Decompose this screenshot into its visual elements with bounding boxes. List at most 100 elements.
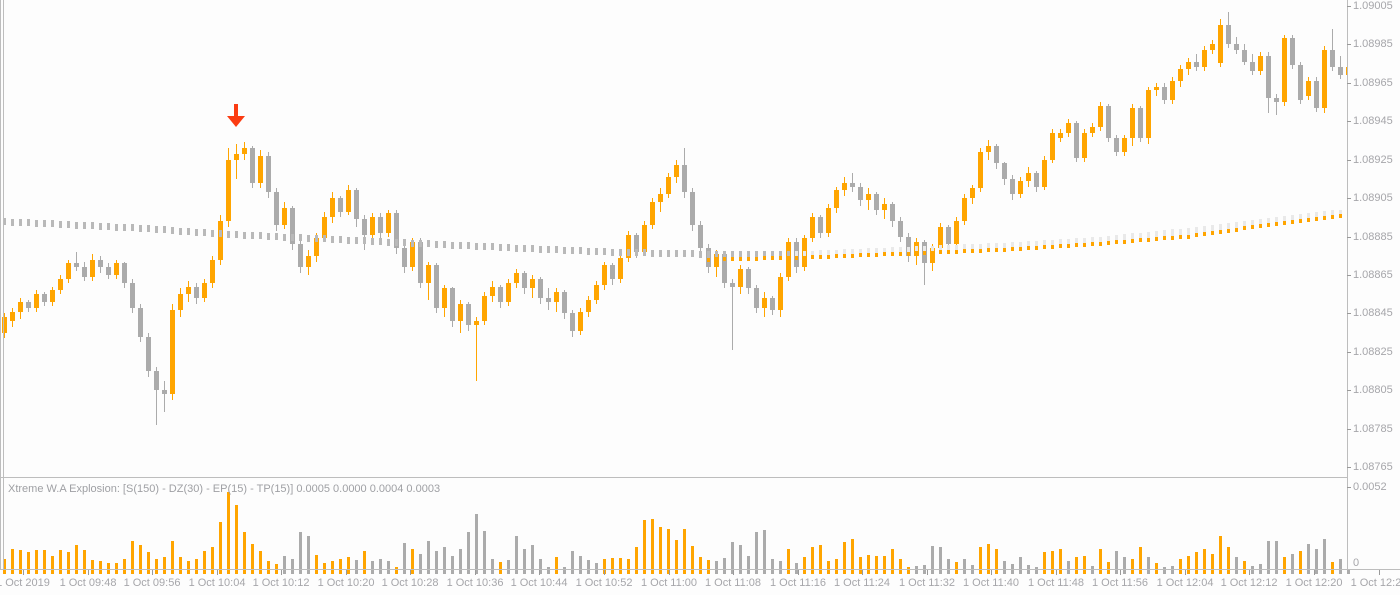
ma-gray-dash bbox=[1251, 220, 1254, 227]
ma-gray-dash bbox=[555, 246, 558, 253]
histogram-bar-tick bbox=[1187, 570, 1190, 574]
candle-body bbox=[458, 304, 463, 321]
histogram-bar bbox=[411, 549, 414, 569]
time-tick bbox=[410, 570, 411, 575]
histogram-bar bbox=[651, 519, 654, 569]
histogram-bar bbox=[291, 559, 294, 569]
indicator-scale-tick bbox=[1347, 487, 1351, 488]
ma-orange-dash bbox=[1131, 239, 1134, 243]
histogram-bar-tick bbox=[635, 570, 638, 574]
price-tick bbox=[1347, 275, 1351, 276]
candle-body bbox=[1186, 62, 1191, 69]
ma-orange-dash bbox=[1099, 242, 1102, 246]
histogram-bar bbox=[67, 552, 70, 569]
candle-body bbox=[194, 287, 199, 298]
time-label: 1 Oct 12:28 bbox=[1350, 577, 1400, 589]
ma-orange-dash bbox=[979, 249, 982, 253]
ma-gray-dash bbox=[91, 222, 94, 229]
histogram-bar-tick bbox=[387, 570, 390, 574]
histogram-bar-tick bbox=[195, 570, 198, 574]
time-axis[interactable]: 1 Oct 2019 1 Oct 09:48 1 Oct 09:56 1 Oct 10… bbox=[0, 570, 1400, 595]
candle-body bbox=[682, 165, 687, 192]
ma-orange-dash bbox=[1067, 244, 1070, 248]
histogram-bar-tick bbox=[483, 570, 486, 574]
ma-gray-dash bbox=[763, 251, 766, 258]
histogram-bar-tick bbox=[315, 570, 318, 574]
candle-body bbox=[1010, 179, 1015, 194]
ma-gray-dash bbox=[203, 229, 206, 236]
ma-gray-dash bbox=[243, 232, 246, 239]
histogram-bar bbox=[771, 559, 774, 569]
ma-gray-dash bbox=[835, 250, 838, 257]
ma-gray-dash bbox=[1339, 210, 1342, 217]
histogram-bar-tick bbox=[675, 570, 678, 574]
price-axis[interactable]: 1.09005 1.08985 1.08965 1.08945 1.08925 1.089… bbox=[1347, 0, 1400, 570]
histogram-bar-tick bbox=[955, 570, 958, 574]
ma-gray-dash bbox=[539, 246, 542, 253]
ma-gray-dash bbox=[1107, 236, 1110, 243]
ma-gray-dash bbox=[1019, 242, 1022, 249]
ma-gray-dash bbox=[1091, 237, 1094, 244]
candle-body bbox=[1058, 133, 1063, 138]
candle-body bbox=[362, 219, 367, 235]
histogram-bar bbox=[939, 547, 942, 569]
histogram-bar bbox=[323, 563, 326, 569]
histogram-bar bbox=[1331, 562, 1334, 569]
ma-gray-dash bbox=[683, 250, 686, 257]
histogram-bar-tick bbox=[787, 570, 790, 574]
ma-gray-dash bbox=[1187, 228, 1190, 235]
ma-gray-dash bbox=[347, 237, 350, 244]
ma-gray-dash bbox=[251, 232, 254, 239]
ma-gray-dash bbox=[891, 247, 894, 254]
histogram-bar bbox=[699, 557, 702, 569]
ma-orange-dash bbox=[1035, 246, 1038, 250]
histogram-bar bbox=[931, 546, 934, 569]
candle-body bbox=[162, 390, 167, 394]
histogram-bar-tick bbox=[219, 570, 222, 574]
histogram-bar-tick bbox=[499, 570, 502, 574]
ma-gray-dash bbox=[427, 240, 430, 247]
ma-orange-dash bbox=[1027, 246, 1030, 250]
histogram-bar bbox=[347, 557, 350, 569]
histogram-bar bbox=[1059, 549, 1062, 569]
ma-gray-dash bbox=[523, 245, 526, 252]
price-tick bbox=[1347, 83, 1351, 84]
histogram-bar bbox=[43, 550, 46, 569]
candle-body bbox=[234, 154, 239, 160]
histogram-bar-tick bbox=[27, 570, 30, 574]
price-label: 1.08965 bbox=[1353, 77, 1393, 89]
price-chart-plot[interactable] bbox=[0, 0, 1347, 477]
ma-gray-dash bbox=[499, 244, 502, 251]
histogram-bar bbox=[475, 514, 478, 569]
histogram-bar bbox=[1275, 541, 1278, 569]
price-tick bbox=[1347, 467, 1351, 468]
ma-orange-dash bbox=[811, 255, 814, 259]
histogram-bar-tick bbox=[819, 570, 822, 574]
ma-gray-dash bbox=[67, 221, 70, 228]
indicator-panel[interactable] bbox=[0, 478, 1347, 569]
time-label: 1 Oct 11:56 bbox=[1091, 577, 1149, 589]
price-tick bbox=[1347, 121, 1351, 122]
panel-separator[interactable] bbox=[0, 477, 1347, 478]
candle-body bbox=[850, 183, 855, 187]
ma-gray-dash bbox=[859, 249, 862, 256]
candle-body bbox=[826, 208, 831, 233]
histogram-bar-tick bbox=[923, 570, 926, 574]
candle-body bbox=[1178, 69, 1183, 81]
histogram-bar bbox=[459, 549, 462, 569]
ma-orange-dash bbox=[795, 256, 798, 260]
price-tick bbox=[1347, 313, 1351, 314]
ma-gray-dash bbox=[1323, 211, 1326, 218]
candle-body bbox=[282, 208, 287, 225]
histogram-bar-tick bbox=[395, 570, 398, 574]
price-tick bbox=[1347, 198, 1351, 199]
candle-body bbox=[354, 190, 359, 219]
histogram-bar-tick bbox=[755, 570, 758, 574]
histogram-bar bbox=[307, 536, 310, 569]
time-tick bbox=[1249, 570, 1250, 575]
histogram-bar-tick bbox=[107, 570, 110, 574]
histogram-bar-tick bbox=[83, 570, 86, 574]
ma-orange-dash bbox=[1179, 235, 1182, 239]
price-axis-line bbox=[1347, 0, 1348, 570]
candle-body bbox=[1130, 108, 1135, 138]
